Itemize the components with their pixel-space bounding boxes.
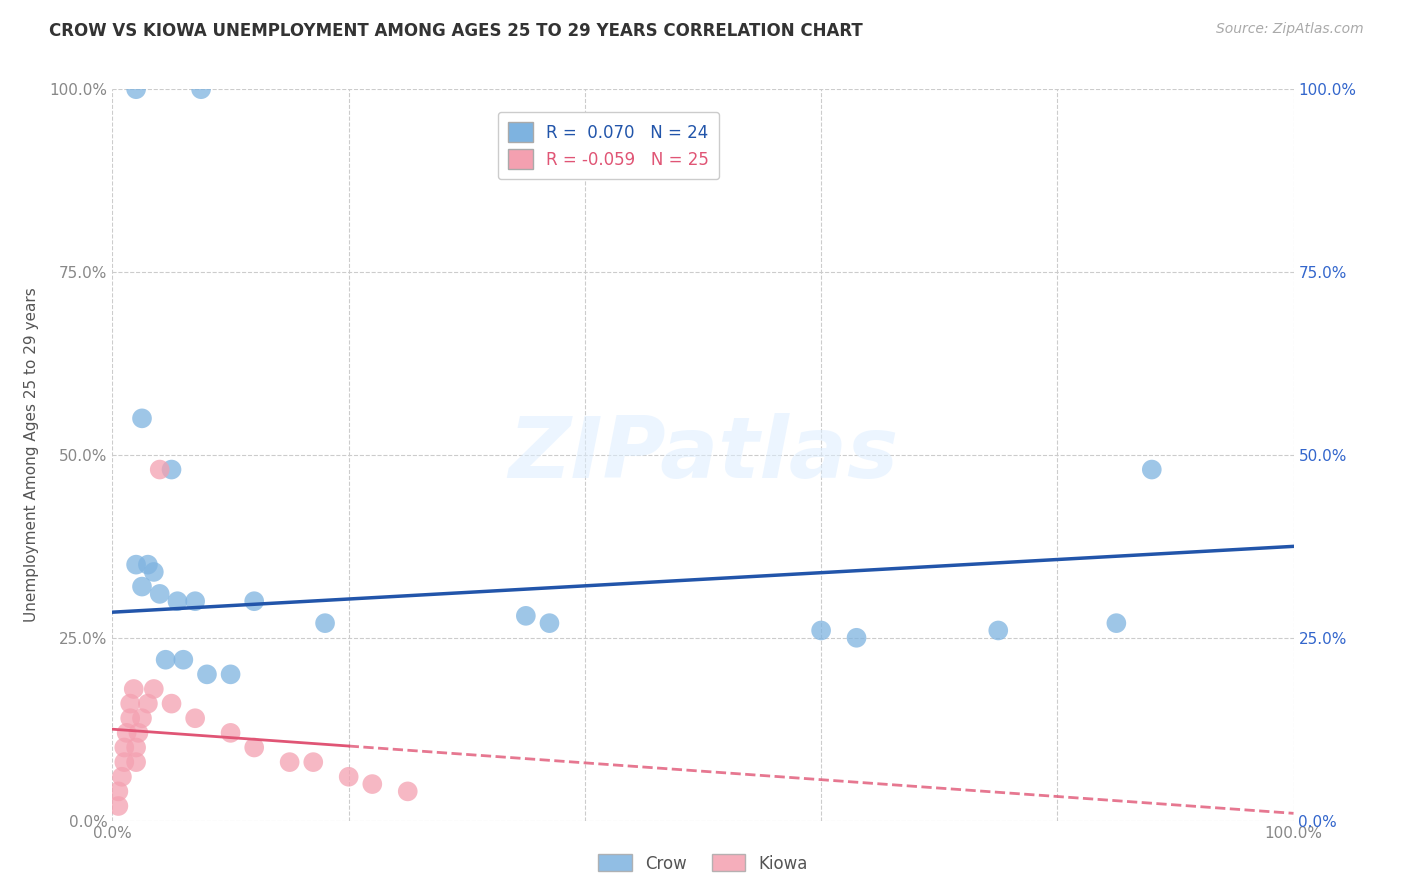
Text: CROW VS KIOWA UNEMPLOYMENT AMONG AGES 25 TO 29 YEARS CORRELATION CHART: CROW VS KIOWA UNEMPLOYMENT AMONG AGES 25… bbox=[49, 22, 863, 40]
Point bbox=[142, 565, 165, 579]
Text: ZIPatlas: ZIPatlas bbox=[508, 413, 898, 497]
Point bbox=[131, 580, 153, 594]
Point bbox=[155, 653, 177, 667]
Point bbox=[149, 587, 172, 601]
Point bbox=[136, 558, 159, 572]
Point bbox=[112, 755, 135, 769]
Point bbox=[184, 594, 207, 608]
Legend: Crow, Kiowa: Crow, Kiowa bbox=[592, 847, 814, 880]
Point bbox=[337, 770, 360, 784]
Point bbox=[314, 616, 336, 631]
Point bbox=[219, 667, 242, 681]
Point bbox=[142, 681, 165, 696]
Point bbox=[107, 784, 129, 798]
Point bbox=[120, 697, 142, 711]
Point bbox=[219, 726, 242, 740]
Point bbox=[160, 462, 183, 476]
Point bbox=[845, 631, 868, 645]
Point bbox=[112, 740, 135, 755]
Point bbox=[361, 777, 384, 791]
Point bbox=[125, 740, 148, 755]
Point bbox=[1105, 616, 1128, 631]
Point bbox=[243, 740, 266, 755]
Point bbox=[115, 726, 138, 740]
Point bbox=[515, 608, 537, 623]
Point bbox=[184, 711, 207, 725]
Point bbox=[125, 755, 148, 769]
Text: Source: ZipAtlas.com: Source: ZipAtlas.com bbox=[1216, 22, 1364, 37]
Point bbox=[396, 784, 419, 798]
Point bbox=[1140, 462, 1163, 476]
Point bbox=[172, 653, 194, 667]
Point bbox=[127, 726, 149, 740]
Point bbox=[149, 462, 172, 476]
Point bbox=[538, 616, 561, 631]
Point bbox=[131, 411, 153, 425]
Point bbox=[302, 755, 325, 769]
Point bbox=[122, 681, 145, 696]
Point bbox=[160, 697, 183, 711]
Point bbox=[131, 711, 153, 725]
Y-axis label: Unemployment Among Ages 25 to 29 years: Unemployment Among Ages 25 to 29 years bbox=[24, 287, 38, 623]
Point bbox=[243, 594, 266, 608]
Point bbox=[111, 770, 134, 784]
Point bbox=[166, 594, 188, 608]
Point bbox=[136, 697, 159, 711]
Point bbox=[195, 667, 218, 681]
Point bbox=[810, 624, 832, 638]
Point bbox=[125, 558, 148, 572]
Point bbox=[987, 624, 1010, 638]
Legend: R =  0.070   N = 24, R = -0.059   N = 25: R = 0.070 N = 24, R = -0.059 N = 25 bbox=[498, 112, 718, 179]
Point bbox=[278, 755, 301, 769]
Point bbox=[125, 82, 148, 96]
Point bbox=[107, 799, 129, 814]
Point bbox=[190, 82, 212, 96]
Point bbox=[120, 711, 142, 725]
